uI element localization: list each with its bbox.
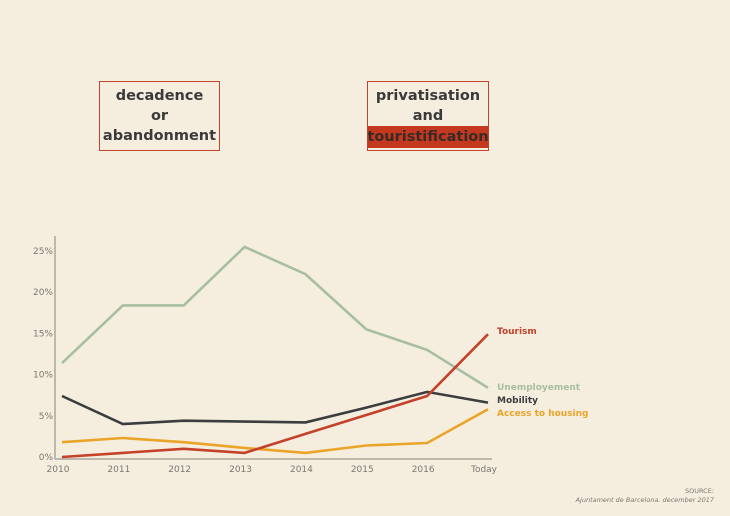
y-tick-label: 0%	[39, 453, 54, 463]
series-line-unemployment	[61, 245, 489, 389]
legend-label-unemployment: Unemployement	[497, 383, 581, 393]
legend-label-tourism: Tourism	[497, 327, 537, 337]
legend: Unemployement Mobility Access to housing To…	[497, 327, 589, 419]
source-note: SOURCE: Ajuntament de Barcelona. decembe…	[576, 487, 714, 505]
x-tick-label: 2015	[351, 465, 374, 475]
series-line-tourism	[61, 333, 489, 459]
x-tick-label: Today	[470, 465, 498, 475]
box-left-line-1: decadence	[115, 88, 204, 104]
axes	[54, 236, 492, 460]
source-label: SOURCE:	[684, 487, 714, 495]
decadence-abandonment-box: decadence or abandonment	[99, 81, 220, 151]
series-lines	[61, 245, 489, 459]
x-tick-label: 2016	[412, 465, 435, 475]
x-tick-label: 2010	[47, 465, 70, 475]
box-right-highlight: touristification	[368, 126, 488, 148]
privatisation-touristification-box: privatisation and touristification	[367, 81, 489, 151]
series-line-mobility	[61, 390, 489, 426]
x-tick-label: 2012	[168, 465, 191, 475]
x-tick-label: 2011	[107, 465, 130, 475]
tick-labels: 0% 5% 10% 15% 20% 25% 2010 2011 2012 2013 2014 2015…	[33, 247, 498, 475]
legend-label-mobility: Mobility	[497, 396, 538, 406]
y-tick-label: 25%	[33, 247, 53, 257]
source-text: Ajuntament de Barcelona. december 2017	[575, 496, 714, 504]
y-tick-label: 10%	[33, 371, 53, 381]
x-tick-label: 2014	[290, 465, 313, 475]
y-tick-label: 5%	[39, 412, 54, 422]
box-left-line-2: or	[150, 108, 169, 124]
box-right-line-1: privatisation	[375, 88, 481, 104]
series-line-housing	[61, 408, 489, 455]
x-tick-label: 2013	[229, 465, 252, 475]
box-left-line-3: abandonment	[102, 128, 217, 144]
y-tick-label: 15%	[33, 329, 53, 339]
legend-label-housing: Access to housing	[497, 409, 589, 419]
y-tick-label: 20%	[33, 288, 53, 298]
box-right-line-2: and	[412, 108, 444, 124]
